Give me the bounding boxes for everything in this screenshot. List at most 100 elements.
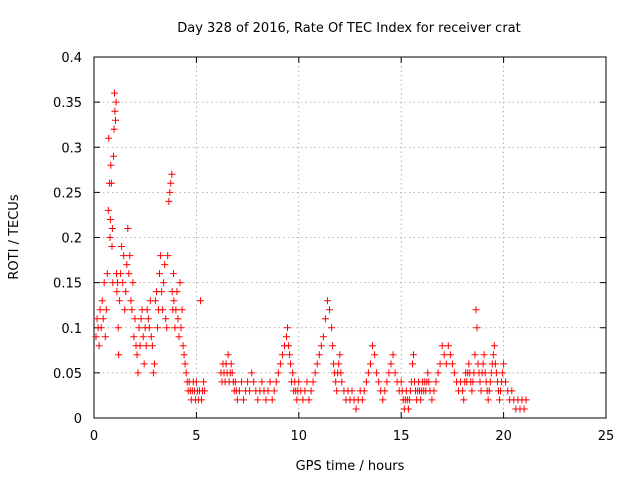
data-point [174,315,182,323]
data-point [123,261,131,269]
data-point [107,161,115,169]
data-point [179,342,187,350]
data-point [159,306,167,314]
data-point [158,288,166,296]
data-point [128,306,136,314]
data-point [200,378,208,386]
x-tick-label: 20 [495,429,512,444]
data-point [140,360,148,368]
data-point [491,360,499,368]
data-point [246,387,254,395]
data-point [122,288,130,296]
x-tick-label: 15 [393,429,410,444]
data-point [434,369,442,377]
data-point [108,225,116,232]
data-point [326,306,333,314]
y-tick-label: 0.35 [53,96,82,111]
data-point [154,324,161,332]
x-tick-labels: 0 5 10 15 20 25 [90,429,614,444]
data-point [162,315,170,323]
data-point [481,369,489,377]
data-point [168,170,176,178]
data-point [149,369,157,377]
data-point [227,360,235,368]
data-point [92,333,100,341]
data-point [171,324,179,332]
data-point [284,324,291,332]
data-point [500,360,508,368]
data-point [145,324,153,332]
data-point [405,396,413,404]
data-point [283,333,290,341]
data-point [459,387,467,395]
data-point [324,297,331,305]
data-point [111,107,119,115]
data-point [460,396,468,404]
data-point [163,324,171,332]
data-point [276,360,284,368]
data-point [425,378,433,386]
data-point [497,387,504,395]
data-point [104,206,112,214]
data-point [166,188,174,196]
data-point [389,351,397,359]
data-point [127,297,135,305]
data-point [274,369,282,377]
data-point [124,225,132,232]
data-point [329,342,337,350]
data-point [484,396,492,404]
data-point [270,387,278,395]
data-point [110,125,118,133]
data-point [410,351,417,359]
data-point [352,405,360,413]
data-point [148,342,156,350]
data-point [486,378,494,386]
data-point [156,270,163,278]
data-point [328,324,336,332]
data-point [231,378,239,386]
data-point [135,324,143,332]
data-point [164,252,172,260]
data-point [496,396,503,404]
data-point [93,315,101,323]
data-point [417,396,425,404]
data-point [278,351,286,359]
data-point [468,387,476,395]
data-point [479,360,487,368]
data-point [397,378,405,386]
data-point [385,369,393,377]
data-point [177,324,185,332]
data-point [272,378,280,386]
data-point [448,360,456,368]
y-tick-label: 0.15 [53,277,82,292]
data-point [360,387,368,395]
data-point [133,351,141,359]
data-point [490,342,498,350]
x-axis-label: GPS time / hours [296,459,405,474]
data-point [473,324,481,332]
data-point [143,306,151,314]
data-point [235,387,243,395]
data-point [144,315,152,323]
data-point [170,270,177,278]
data-point [432,378,440,386]
data-point [446,351,454,359]
data-point [240,396,247,404]
y-tick-labels: 0 0.05 0.1 0.15 0.2 0.25 0.3 0.35 0.4 [53,51,82,427]
data-point [311,369,319,377]
data-point [444,342,452,350]
data-point [442,360,450,368]
data-point [315,351,323,359]
data-point [268,396,276,404]
data-point [499,369,507,377]
data-point [201,387,209,395]
data-point [106,216,114,223]
data-point [106,234,114,241]
data-point [248,369,256,377]
data-point [450,369,458,377]
data-point [379,396,387,404]
data-point [136,342,144,350]
y-axis-label: ROTI / TECUs [7,194,22,279]
data-point [118,243,126,250]
x-tick-label: 0 [90,429,98,444]
